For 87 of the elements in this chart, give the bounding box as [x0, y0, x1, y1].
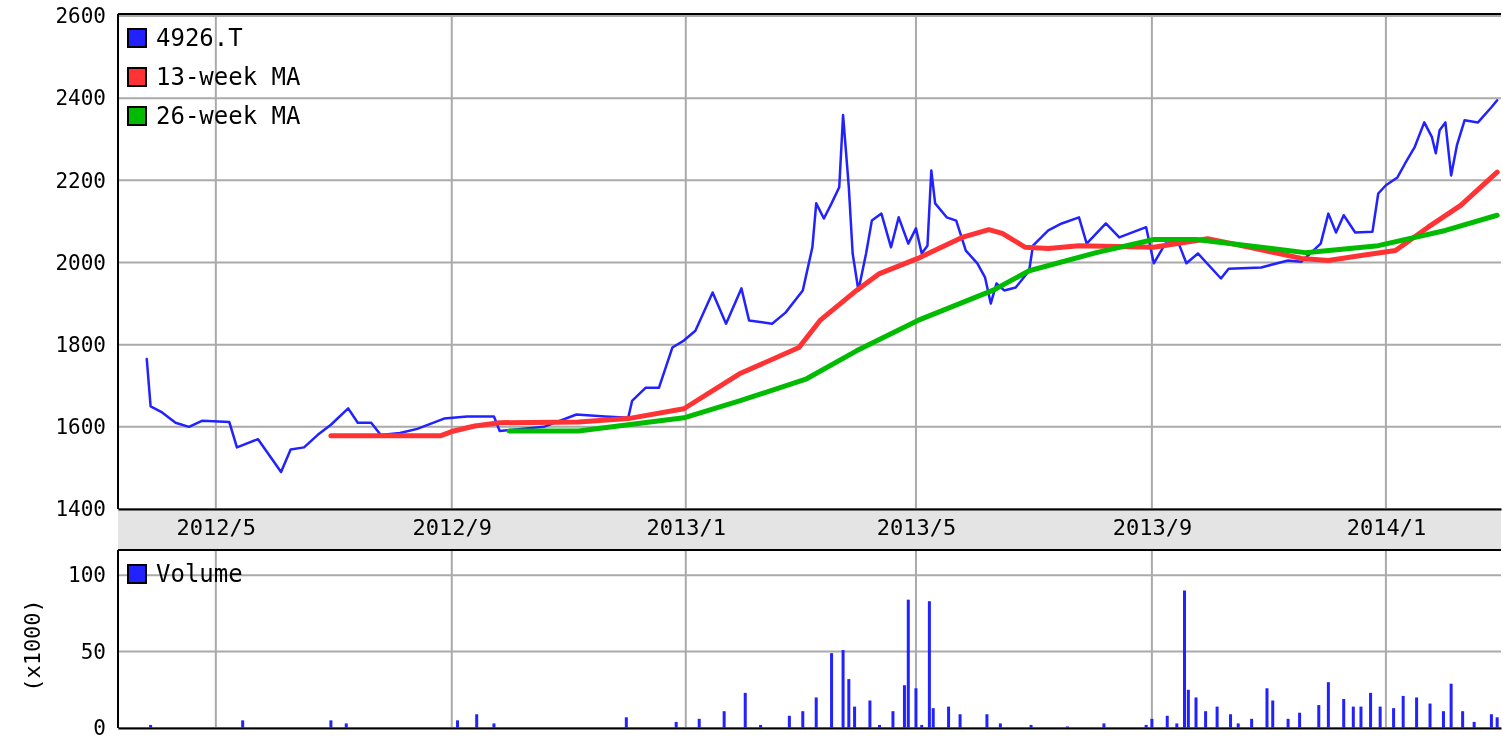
bar: [906, 599, 910, 728]
bar: [787, 715, 791, 728]
bar: [1102, 723, 1106, 728]
x-tick-label: 2014/1: [1346, 514, 1427, 540]
bar: [697, 718, 701, 728]
bar: [1495, 717, 1499, 728]
line-series: [145, 98, 1499, 474]
y-tick-label: 1600: [55, 415, 106, 440]
bar: [1401, 695, 1405, 728]
bar: [1472, 721, 1476, 728]
bar: [1183, 590, 1186, 728]
y-tick-label: 1800: [55, 332, 106, 357]
y-axis-title: (x1000): [20, 599, 45, 692]
x-tick-label: 2013/5: [876, 514, 957, 540]
bar: [1286, 718, 1290, 728]
x-tick-label: 2013/1: [646, 514, 727, 540]
y-tick-label: 2200: [55, 168, 106, 193]
bar: [624, 717, 628, 728]
bar: [492, 723, 496, 728]
bar: [947, 706, 951, 728]
bar: [456, 720, 460, 728]
bar: [1351, 706, 1355, 728]
y-tick-label: 50: [80, 639, 106, 664]
bar: [1175, 723, 1179, 728]
bar: [475, 714, 479, 728]
bar: [1428, 703, 1432, 728]
x-tick-label: 2013/9: [1112, 514, 1193, 540]
bar: [847, 679, 851, 728]
x-tick-label: 2012/5: [176, 514, 257, 540]
bar: [958, 714, 962, 728]
bar: [914, 688, 918, 728]
bar: [801, 711, 805, 728]
y-tick-label: 100: [68, 563, 106, 588]
bar: [1489, 714, 1493, 728]
legend-label: 26-week MA: [156, 102, 302, 130]
bar: [1271, 700, 1275, 728]
bar: [927, 601, 931, 728]
bar: [1204, 711, 1208, 728]
bar: [998, 723, 1002, 728]
bar: [743, 692, 747, 728]
bar: [1378, 706, 1382, 728]
bar: [1342, 698, 1346, 728]
bar: [891, 711, 895, 728]
bar: [759, 724, 763, 728]
bar: [841, 650, 845, 728]
bar: [149, 724, 153, 728]
bar: [1029, 724, 1033, 728]
bar: [329, 720, 333, 728]
legend-label: Volume: [156, 560, 243, 588]
bar: [1250, 718, 1254, 728]
bar: [241, 720, 245, 728]
bar: [1165, 715, 1169, 728]
bar: [674, 721, 678, 728]
y-tick-label: 2600: [55, 4, 106, 29]
y-tick-label: 2000: [55, 250, 106, 275]
bar: [1265, 688, 1269, 728]
bar: [1150, 718, 1154, 728]
bar: [853, 706, 857, 728]
bar: [344, 723, 348, 728]
bar: [920, 724, 924, 728]
bar: [1317, 705, 1321, 728]
bar: [985, 714, 989, 728]
bar: [1326, 682, 1330, 728]
bar: [1215, 706, 1219, 728]
bar: [1369, 692, 1373, 728]
bar: [814, 697, 818, 728]
y-tick-label: 0: [93, 716, 106, 741]
bar: [1236, 723, 1240, 728]
bar: [1449, 683, 1453, 728]
legend-label: 4926.T: [156, 24, 243, 52]
y-tick-label: 2400: [55, 86, 106, 111]
bar: [1194, 697, 1198, 728]
x-tick-label: 2012/9: [412, 514, 492, 540]
bar: [1441, 711, 1445, 728]
legend-label: 13-week MA: [156, 63, 302, 91]
bar: [1392, 708, 1396, 728]
bar: [1298, 712, 1302, 728]
bar: [830, 653, 834, 728]
bar: [878, 724, 882, 728]
bar: [1461, 711, 1465, 728]
bar: [1229, 714, 1233, 728]
y-tick-label: 1400: [55, 497, 106, 522]
bar: [868, 700, 872, 728]
bar: [1144, 724, 1148, 728]
bar: [1359, 706, 1363, 728]
bar: [1415, 697, 1419, 728]
bar: [722, 711, 726, 728]
